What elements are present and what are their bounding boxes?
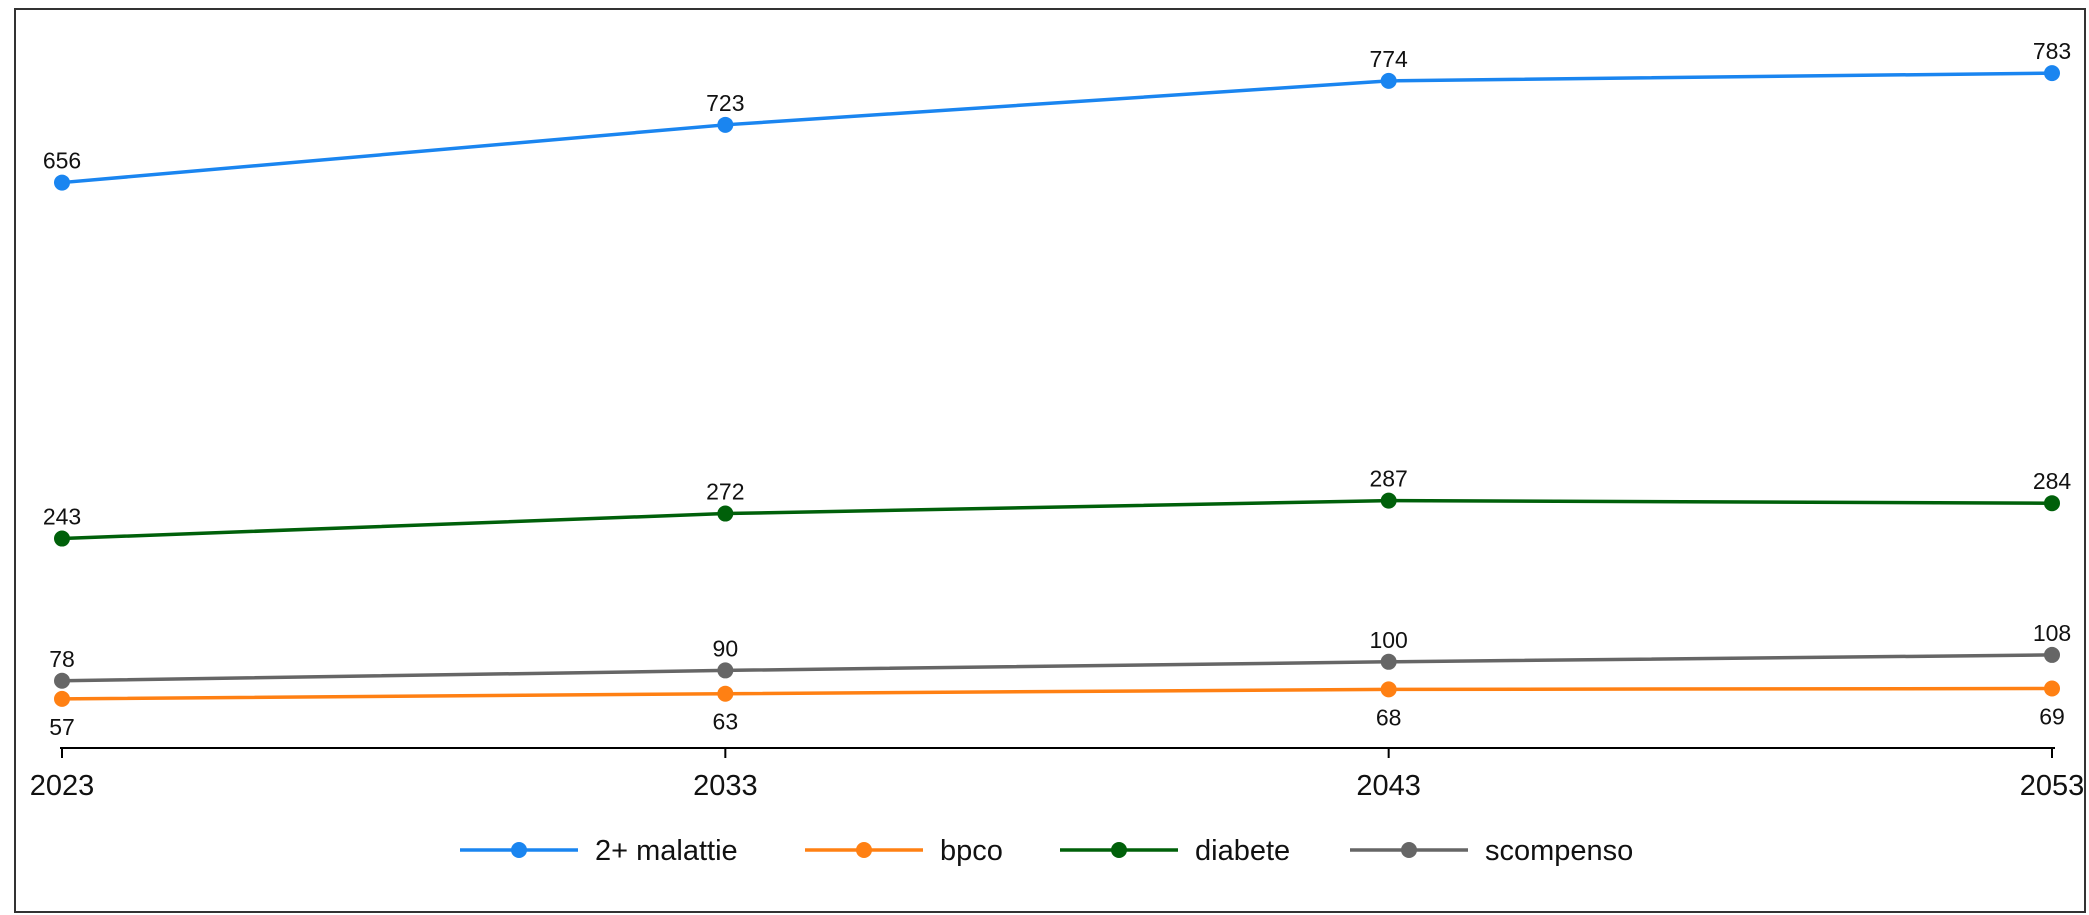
legend-item-scompenso: scompenso	[1350, 835, 1633, 867]
data-point	[1380, 72, 1397, 89]
series-line	[61, 653, 2053, 683]
data-point	[1380, 653, 1397, 670]
legend-label: diabete	[1195, 835, 1290, 867]
data-point	[717, 685, 734, 702]
legend: 2+ malattie bpco diabete scompenso	[460, 835, 1633, 867]
legend-swatch-marker	[511, 842, 527, 858]
data-point	[54, 672, 70, 689]
data-point	[717, 505, 734, 522]
data-label: 284	[2033, 468, 2072, 494]
data-label: 783	[2033, 38, 2071, 64]
series-line	[61, 498, 2053, 541]
data-label: 63	[713, 709, 739, 735]
data-label: 68	[1376, 704, 1402, 730]
series-2-malattie: 656 723 774 783	[43, 38, 2071, 191]
legend-label: 2+ malattie	[595, 835, 738, 867]
data-point	[2044, 495, 2060, 512]
data-point	[54, 690, 70, 707]
data-label: 774	[1369, 46, 1408, 72]
legend-item-2-malattie: 2+ malattie	[460, 835, 738, 867]
x-axis-ticks: 2023 2033 2043 2053	[30, 748, 2085, 802]
x-tick-label: 2053	[2020, 770, 2085, 802]
data-label: 78	[49, 646, 75, 672]
data-label: 100	[1369, 627, 1407, 653]
data-point	[1380, 492, 1397, 509]
series-line	[61, 686, 2053, 701]
data-point	[54, 530, 70, 547]
data-point	[2044, 680, 2060, 697]
chart-frame	[14, 8, 2086, 913]
data-point	[2044, 65, 2060, 82]
data-label: 287	[1369, 466, 1407, 492]
x-tick-label: 2023	[30, 770, 95, 802]
data-label: 272	[706, 479, 744, 505]
legend-swatch-marker	[1111, 842, 1127, 858]
series-diabete: 243 272 287 284	[43, 466, 2072, 547]
series-layer: 656 723 774 783 57 63 68 69 243 272 287 284 78 90 100 1…	[43, 38, 2072, 740]
legend-label: bpco	[940, 835, 1003, 867]
series-scompenso: 78 90 100 108	[49, 620, 2071, 689]
data-label: 69	[2039, 704, 2065, 730]
legend-swatch-marker	[1401, 842, 1417, 858]
data-point	[1380, 681, 1397, 698]
data-label: 243	[43, 504, 81, 530]
data-point	[717, 662, 734, 679]
legend-item-bpco: bpco	[805, 835, 1003, 867]
x-tick-label: 2033	[693, 770, 758, 802]
legend-swatch-marker	[856, 842, 872, 858]
data-point	[2044, 646, 2060, 663]
legend-label: scompenso	[1485, 835, 1633, 867]
data-label: 723	[706, 90, 744, 116]
data-label: 656	[43, 148, 81, 174]
data-point	[54, 174, 70, 191]
data-label: 108	[2033, 620, 2071, 646]
data-label: 57	[49, 714, 75, 740]
data-point	[717, 116, 734, 133]
series-bpco: 57 63 68 69	[49, 680, 2065, 740]
data-label: 90	[713, 635, 739, 661]
x-tick-label: 2043	[1356, 770, 1421, 802]
series-line	[61, 71, 2053, 185]
legend-item-diabete: diabete	[1060, 835, 1290, 867]
